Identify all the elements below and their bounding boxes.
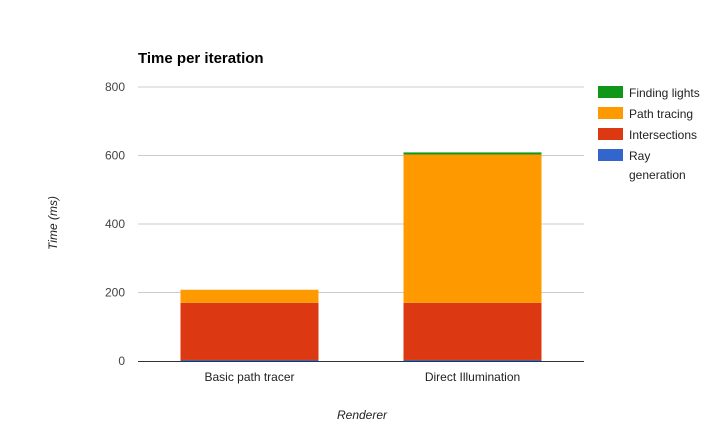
legend-item: Intersections [598,128,697,142]
legend-swatch [598,107,623,119]
bar-segment-path-tracing [403,154,542,303]
y-tick-label: 800 [105,80,125,94]
legend-label: Ray [629,149,650,163]
legend-label: Intersections [629,128,697,142]
bars [180,152,542,361]
legend-item: Finding lights [598,86,700,100]
legend-item: Ray generation [598,149,686,182]
chart-title: Time per iteration [138,50,264,67]
y-axis-ticks: 0 200 400 600 800 [105,80,125,368]
bar-segment-ray-generation [180,359,319,361]
legend-item: Path tracing [598,107,693,121]
bar-segment-path-tracing [180,289,319,303]
x-category-label: Basic path tracer [204,370,294,384]
y-tick-label: 200 [105,286,125,300]
y-axis-title: Time (ms) [46,196,60,250]
legend-label: Path tracing [629,107,693,121]
x-axis-title: Renderer [337,408,388,422]
legend: Finding lights Path tracing Intersections R… [598,86,700,182]
x-axis-categories: Basic path tracer Direct Illumination [204,370,520,384]
legend-swatch [598,86,623,98]
x-category-label: Direct Illumination [425,370,520,384]
bar-segment-intersections [403,302,542,360]
legend-label: Finding lights [629,86,700,100]
legend-label: generation [629,168,686,182]
y-tick-label: 400 [105,217,125,231]
legend-swatch [598,149,623,161]
bar-segment-finding-lights [403,152,542,155]
y-tick-label: 600 [105,149,125,163]
y-tick-label: 0 [118,354,125,368]
bar-segment-intersections [180,302,319,360]
bar-stack [403,152,542,361]
bar-stack [180,289,319,361]
legend-swatch [598,128,623,140]
bar-segment-ray-generation [403,359,542,361]
